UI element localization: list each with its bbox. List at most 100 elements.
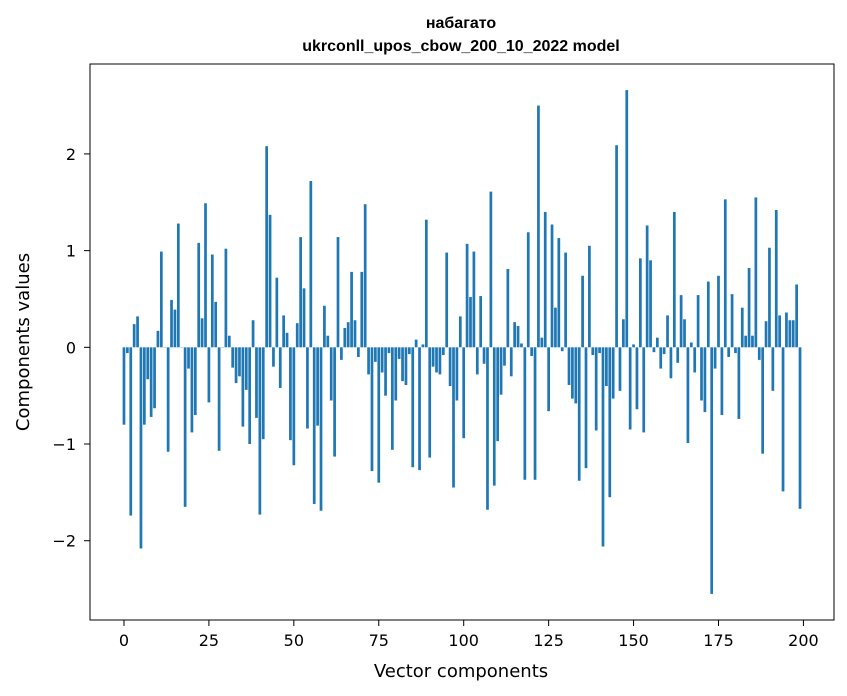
bar — [397, 347, 401, 359]
bar — [778, 315, 782, 348]
bar — [326, 335, 330, 348]
bar — [170, 299, 173, 348]
bar — [309, 181, 313, 348]
bar — [703, 347, 707, 413]
bar — [611, 347, 615, 399]
bar — [472, 251, 476, 348]
bar — [462, 347, 466, 439]
bar — [591, 347, 595, 356]
bar — [608, 347, 612, 498]
bar — [740, 307, 744, 348]
bar — [394, 347, 398, 401]
chart-title-line-1: набагато — [426, 15, 497, 32]
bar — [255, 347, 258, 418]
bar — [761, 347, 765, 454]
bar — [577, 347, 581, 481]
bar — [149, 347, 153, 417]
bar — [768, 247, 771, 348]
bar — [615, 145, 618, 348]
bar — [788, 320, 792, 348]
bar — [520, 343, 523, 348]
bar — [693, 347, 697, 373]
bar — [676, 347, 680, 363]
bar — [649, 260, 652, 348]
x-axis-ticks: 0 25 50 75 100 125 150 175 200 — [119, 620, 819, 650]
bar — [193, 347, 197, 416]
bar — [295, 323, 299, 348]
bar — [571, 347, 574, 399]
bar — [581, 275, 584, 348]
bar — [499, 347, 503, 395]
bar — [234, 347, 238, 384]
x-tick-label: 25 — [199, 631, 219, 650]
bar — [706, 281, 710, 348]
bar — [523, 347, 527, 480]
bar — [554, 307, 557, 348]
bar — [598, 347, 601, 354]
bar — [251, 320, 255, 348]
bar — [594, 347, 598, 431]
bar — [465, 243, 469, 348]
y-tick-label: 1 — [66, 242, 76, 261]
bar — [363, 204, 367, 348]
bar — [404, 347, 408, 386]
bar — [655, 337, 659, 348]
bar — [214, 301, 218, 348]
bar — [129, 347, 133, 516]
bar — [737, 347, 741, 419]
bar — [380, 347, 384, 373]
bar — [367, 347, 370, 375]
bar — [496, 347, 500, 442]
bar — [482, 347, 486, 364]
bar — [268, 214, 272, 348]
bar — [424, 219, 428, 348]
bar — [601, 347, 605, 547]
bar — [370, 347, 374, 472]
bar — [669, 347, 673, 379]
bar — [513, 322, 517, 348]
x-tick-label: 75 — [369, 631, 389, 650]
bar — [720, 347, 724, 416]
bar — [173, 309, 177, 348]
bar — [774, 210, 778, 348]
bar — [791, 320, 795, 348]
bar — [204, 203, 207, 348]
bar — [374, 347, 377, 362]
bar — [438, 347, 442, 375]
bar — [411, 347, 415, 468]
bar — [428, 347, 432, 458]
x-tick-label: 0 — [119, 631, 129, 650]
bar — [540, 337, 544, 348]
bar — [458, 316, 462, 348]
bar — [258, 347, 262, 515]
bar — [217, 347, 221, 451]
bar — [530, 347, 534, 357]
bar — [377, 347, 381, 483]
bar — [560, 347, 564, 352]
y-tick-label: −1 — [52, 435, 76, 454]
bar — [503, 347, 506, 366]
bar — [533, 347, 537, 480]
bar — [153, 347, 156, 409]
bar — [618, 347, 622, 391]
bar — [448, 347, 452, 386]
bar — [292, 347, 296, 466]
bar — [754, 197, 758, 348]
bar — [635, 347, 639, 410]
bar — [384, 347, 387, 396]
bar — [441, 347, 445, 356]
bar — [289, 347, 292, 441]
bar — [407, 347, 411, 355]
bar — [431, 347, 435, 367]
bar — [642, 347, 646, 433]
y-tick-label: −2 — [52, 532, 76, 551]
bar — [622, 319, 625, 348]
bar — [662, 347, 666, 355]
bar — [146, 347, 150, 380]
bar — [190, 347, 194, 433]
bar — [771, 347, 775, 391]
bar — [142, 347, 146, 425]
bar — [282, 315, 286, 348]
bar — [625, 90, 629, 348]
bars-group — [122, 90, 802, 594]
